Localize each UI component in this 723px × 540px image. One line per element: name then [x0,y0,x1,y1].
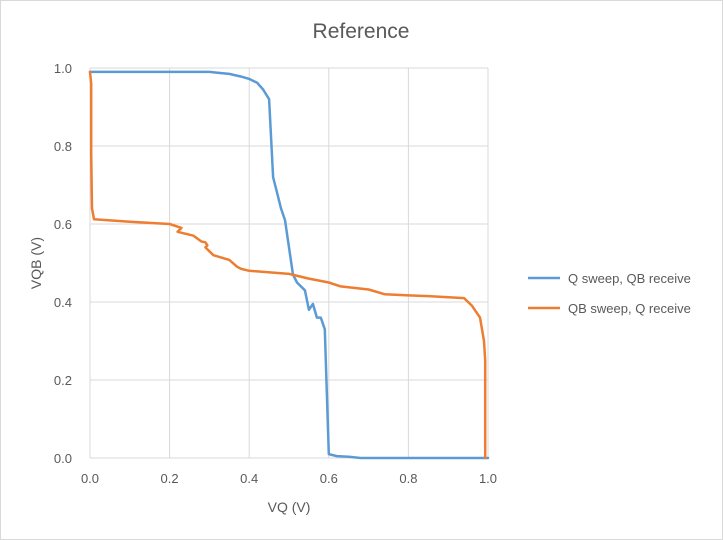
y-tick-label: 0.2 [54,373,72,388]
legend-label-q-sweep: Q sweep, QB receive [568,271,691,286]
legend: Q sweep, QB receive QB sweep, Q receive [528,271,691,316]
series-lines [88,70,490,460]
gridlines [89,67,489,459]
x-tick-label: 0.0 [81,471,99,486]
chart-title: Reference [313,20,410,43]
y-axis-title: VQB (V) [28,237,44,289]
y-tick-label: 0.4 [54,295,72,310]
y-tick-label: 1.0 [54,61,72,76]
series-line-1 [88,70,487,460]
y-tick-label: 0.6 [54,217,72,232]
x-tick-label: 0.2 [161,471,179,486]
series-line-0 [88,70,490,460]
x-tick-label: 0.4 [240,471,258,486]
x-tick-label: 0.8 [399,471,417,486]
x-tick-label: 0.6 [320,471,338,486]
y-tick-labels: 0.0 0.2 0.4 0.6 0.8 1.0 [54,61,72,466]
x-tick-labels: 0.0 0.2 0.4 0.6 0.8 1.0 [81,471,497,486]
legend-label-qb-sweep: QB sweep, Q receive [568,301,691,316]
y-tick-label: 0.0 [54,451,72,466]
y-tick-label: 0.8 [54,139,72,154]
x-axis-title: VQ (V) [268,499,311,515]
x-tick-label: 1.0 [479,471,497,486]
